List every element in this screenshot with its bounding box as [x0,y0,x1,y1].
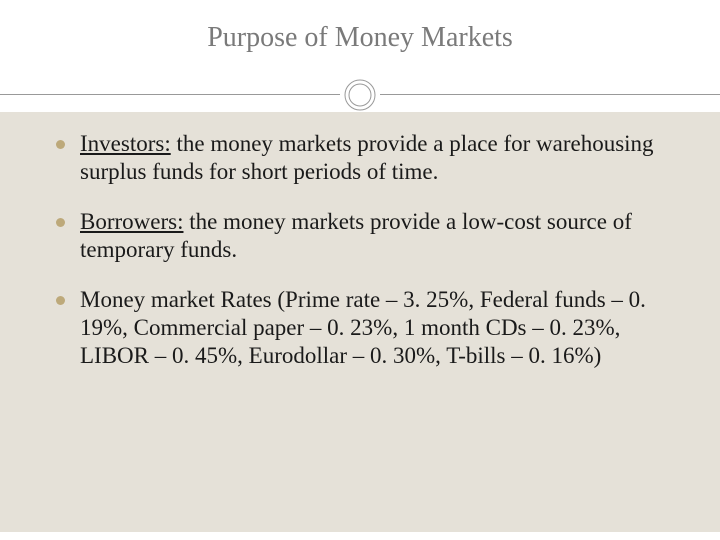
bullet-lead: Investors: [80,131,171,156]
list-item: Investors: the money markets provide a p… [56,130,664,186]
bullet-text: Money market Rates (Prime rate – 3. 25%,… [80,287,646,368]
slide-title: Purpose of Money Markets [0,22,720,54]
title-divider [0,78,720,112]
list-item: Borrowers: the money markets provide a l… [56,208,664,264]
title-area: Purpose of Money Markets [0,0,720,54]
divider-line-left [0,94,340,95]
ring-icon [343,78,377,112]
bullet-lead: Borrowers: [80,209,183,234]
list-item: Money market Rates (Prime rate – 3. 25%,… [56,286,664,370]
content-band: Investors: the money markets provide a p… [0,112,720,532]
divider-line-right [380,94,720,95]
bullet-list: Investors: the money markets provide a p… [56,130,664,370]
